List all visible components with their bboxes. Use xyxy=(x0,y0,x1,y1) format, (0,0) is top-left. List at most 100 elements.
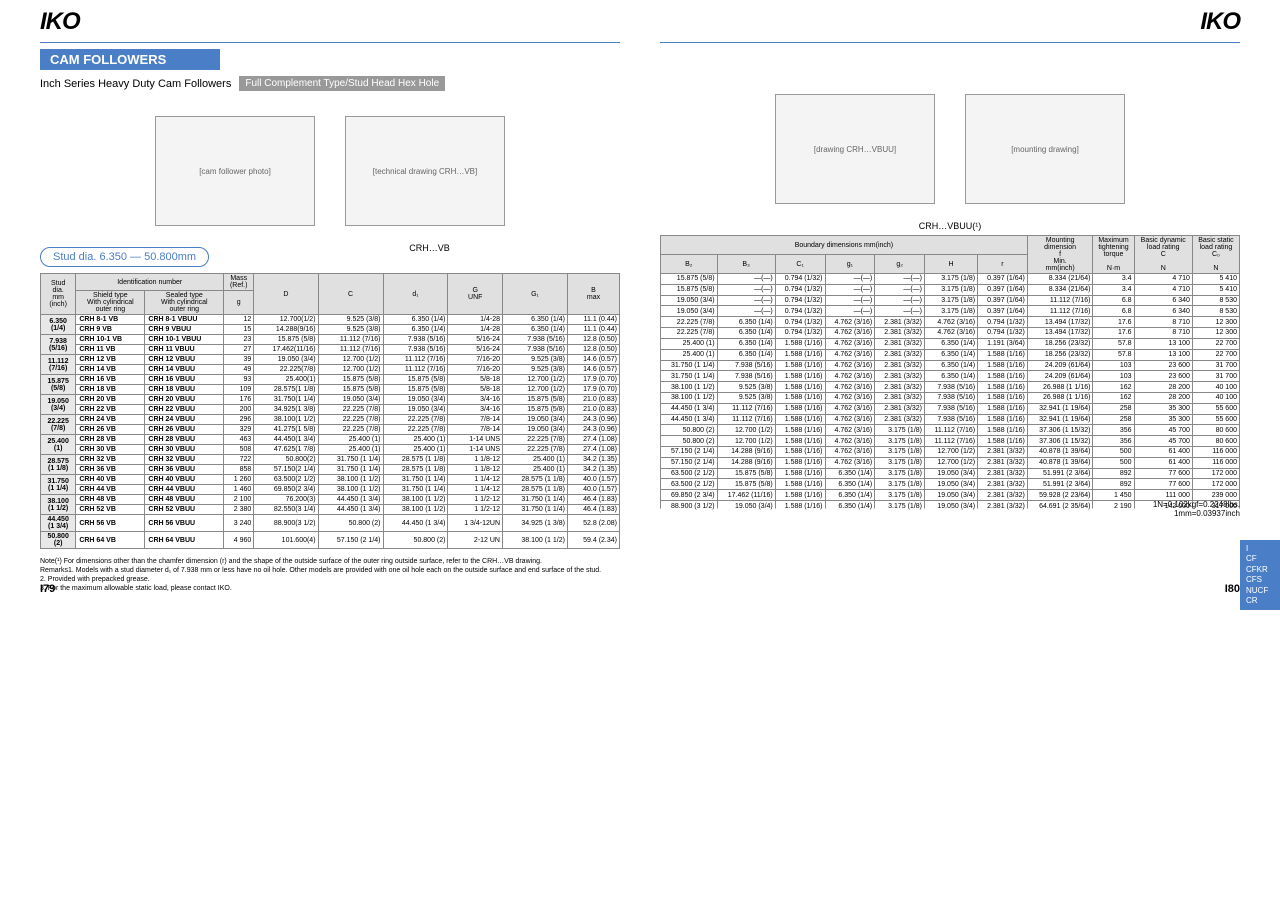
cell: 2-12 UN xyxy=(448,532,503,549)
cell: 61 400 xyxy=(1134,447,1192,458)
cell: 59.928 (2 23/64) xyxy=(1027,490,1093,501)
cell: 61 400 xyxy=(1134,457,1192,468)
cell: 4.762 (3/16) xyxy=(825,371,875,382)
notes: Note(¹) For dimensions other than the ch… xyxy=(40,557,620,593)
cell: 103 xyxy=(1093,371,1134,382)
cell: 22.225 (7/8) xyxy=(503,435,568,445)
cell: 1.588 (1/16) xyxy=(978,425,1028,436)
cell: 37.306 (1 15/32) xyxy=(1027,425,1093,436)
cell: 4.762 (3/16) xyxy=(825,403,875,414)
cell: 44.450 (1 3/4) xyxy=(661,414,718,425)
cell: CRH 44 VB xyxy=(76,485,145,495)
col-d1: d₁ xyxy=(383,274,448,315)
cell: 3.175 (1/8) xyxy=(875,468,925,479)
cell: 17.9 (0.70) xyxy=(567,375,619,385)
cell: 11.112 (7/16) xyxy=(383,365,448,375)
cell: 31 700 xyxy=(1192,371,1239,382)
cell: —(—) xyxy=(875,274,925,285)
cell: 55 600 xyxy=(1192,403,1239,414)
col-Cdyn: Basic dynamic load rating C N xyxy=(1134,236,1192,274)
cell: 49 xyxy=(224,365,254,375)
cell: 88.900(3 1/2) xyxy=(254,515,318,532)
col-mount: Mounting dimension f Min. mm(inch) xyxy=(1027,236,1093,274)
cell: 13 100 xyxy=(1134,338,1192,349)
cell: CRH 40 VB xyxy=(76,475,145,485)
cell: —(—) xyxy=(875,306,925,317)
cell: 3.175 (1/8) xyxy=(925,306,978,317)
cell: 35 300 xyxy=(1134,414,1192,425)
cell: 15.875 (5/8) xyxy=(383,385,448,395)
cell: 258 xyxy=(1093,414,1134,425)
cell: CRH 11 VB xyxy=(76,345,145,355)
cell: 2 100 xyxy=(224,495,254,505)
cell: 4.762 (3/16) xyxy=(825,360,875,371)
cell: CRH 32 VB xyxy=(76,455,145,465)
cell: 15.875 (5/8) xyxy=(503,395,568,405)
cell: 116 000 xyxy=(1192,457,1239,468)
cell: 31.750 (1 1/4) xyxy=(383,475,448,485)
cell: 57.150 (2 1/4) xyxy=(318,532,383,549)
cell: —(—) xyxy=(717,284,775,295)
col-r: r xyxy=(978,255,1028,274)
cell: 7/16-20 xyxy=(448,355,503,365)
cell: 1.588 (1/16) xyxy=(978,371,1028,382)
cell: CRH 28 VBUU xyxy=(145,435,224,445)
subtitle-plain: Inch Series Heavy Duty Cam Followers xyxy=(40,78,231,90)
cell: 6.350 (1/4) xyxy=(925,360,978,371)
cell: 31.750 (1 1/4) xyxy=(661,371,718,382)
note-line: 3. For the maximum allowable static load… xyxy=(40,584,620,593)
cell: 5/8-18 xyxy=(448,385,503,395)
cell: 6.350 (1/4) xyxy=(825,468,875,479)
cell: 3/4-16 xyxy=(448,405,503,415)
cell: 0.397 (1/64) xyxy=(978,274,1028,285)
side-tab: I CF CFKR CFS NUCF CR xyxy=(1240,540,1280,610)
cell: 19.050 (3/4) xyxy=(661,295,718,306)
cell: 4.762 (3/16) xyxy=(825,457,875,468)
cell: 8 530 xyxy=(1192,306,1239,317)
cell: CRH 10-1 VBUU xyxy=(145,335,224,345)
stud-cell: 28.575(1 1/8) xyxy=(41,455,76,475)
cell: 50.800 (2) xyxy=(661,436,718,447)
cell: CRH 18 VB xyxy=(76,385,145,395)
cell: 2.381 (3/32) xyxy=(875,349,925,360)
cell: 44.450 (1 3/4) xyxy=(661,403,718,414)
cell: 0.794 (1/32) xyxy=(775,328,825,339)
cell: CRH 26 VB xyxy=(76,425,145,435)
cell: CRH 64 VB xyxy=(76,532,145,549)
cell: CRH 14 VB xyxy=(76,365,145,375)
cell: 15.875 (5/8) xyxy=(383,375,448,385)
cell: 2.381 (3/32) xyxy=(875,360,925,371)
cell: 6 340 xyxy=(1134,295,1192,306)
cell: 1 260 xyxy=(224,475,254,485)
cell: 2.381 (3/32) xyxy=(875,414,925,425)
cell: 508 xyxy=(224,445,254,455)
cell: 1.588 (1/16) xyxy=(775,414,825,425)
cell: 44.450 (1 3/4) xyxy=(318,505,383,515)
cell: CRH 64 VBUU xyxy=(145,532,224,549)
cell: 21.0 (0.83) xyxy=(567,405,619,415)
cell: 2 380 xyxy=(224,505,254,515)
cell: 7/8-14 xyxy=(448,425,503,435)
cell: 6.350 (1/4) xyxy=(383,315,448,325)
cell: 1.588 (1/16) xyxy=(775,349,825,360)
col-C0: Basic static load rating C₀ N xyxy=(1192,236,1239,274)
cell: 93 xyxy=(224,375,254,385)
cell: 25.400 (1) xyxy=(318,445,383,455)
cell: 31.750 (1 1/4) xyxy=(503,495,568,505)
cell: 12.8 (0.50) xyxy=(567,345,619,355)
cell: 38.100 (1 1/2) xyxy=(318,475,383,485)
cell: 1.588 (1/16) xyxy=(775,403,825,414)
cell: 63.500 (2 1/2) xyxy=(661,468,718,479)
cell: 1.588 (1/16) xyxy=(775,436,825,447)
cell: 2.381 (3/32) xyxy=(875,328,925,339)
page-num-right: I80 xyxy=(1225,583,1240,595)
cell: 17.6 xyxy=(1093,328,1134,339)
cell: 7.938 (5/16) xyxy=(925,403,978,414)
cell: 38.100 (1 1/2) xyxy=(383,495,448,505)
cell: 6.350 (1/4) xyxy=(717,349,775,360)
cell: 22 700 xyxy=(1192,338,1239,349)
cell: CRH 52 VB xyxy=(76,505,145,515)
cell: 1.588 (1/16) xyxy=(978,360,1028,371)
cell: 38.100 (1 1/2) xyxy=(661,382,718,393)
cell: —(—) xyxy=(717,274,775,285)
